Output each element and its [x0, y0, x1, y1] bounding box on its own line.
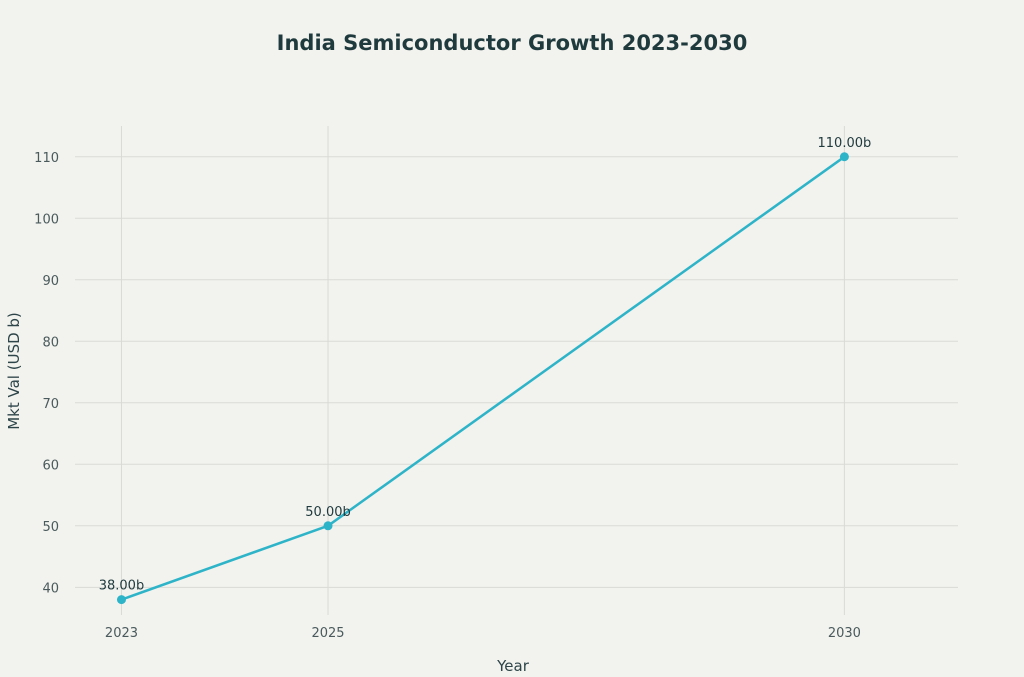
- data-label: 50.00b: [305, 505, 350, 520]
- y-tick-label: 80: [42, 335, 59, 350]
- y-tick-label: 40: [42, 581, 59, 596]
- y-axis-label: Mkt Val (USD b): [5, 312, 23, 430]
- series-line: [120, 155, 846, 601]
- x-tick-label: 2030: [828, 626, 861, 641]
- x-tick-label: 2025: [311, 626, 344, 641]
- y-axis-ticks: 40 50 60 70 80 90 100 110: [34, 151, 59, 597]
- series-layer: [116, 152, 849, 605]
- y-tick-label: 60: [42, 458, 59, 473]
- chart-title: India Semiconductor Growth 2023-2030: [277, 31, 748, 55]
- y-tick-label: 50: [42, 520, 59, 535]
- data-labels: 38.00b 50.00b 110.00b: [99, 136, 872, 594]
- grid-lines: [75, 126, 958, 615]
- y-tick-label: 70: [42, 397, 59, 412]
- data-label: 38.00b: [99, 579, 144, 594]
- x-tick-label: 2023: [105, 626, 138, 641]
- y-tick-label: 90: [42, 274, 59, 289]
- y-tick-label: 100: [34, 212, 59, 227]
- data-label: 110.00b: [818, 136, 872, 151]
- data-point: [116, 595, 126, 605]
- x-axis-ticks: 2023 2025 2030: [105, 626, 861, 641]
- data-point: [323, 521, 333, 531]
- data-point: [839, 152, 849, 162]
- x-axis-label: Year: [496, 657, 530, 675]
- y-tick-label: 110: [34, 151, 59, 166]
